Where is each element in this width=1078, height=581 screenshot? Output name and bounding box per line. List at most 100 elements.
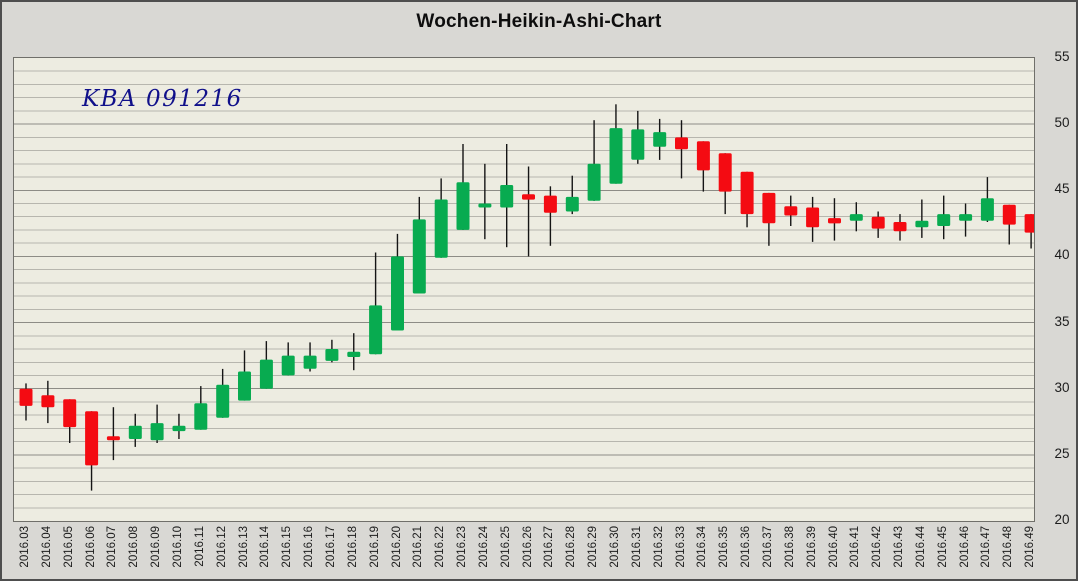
candle-2016.40-down (828, 218, 841, 224)
x-tick-label-2016.14: 2016.14 (259, 526, 272, 568)
candle-2016.31-up (631, 129, 645, 160)
x-tick-label-2016.36: 2016.36 (740, 526, 753, 568)
x-tick-label-2016.25: 2016.25 (499, 526, 512, 568)
y-tick-label-40: 40 (1054, 247, 1070, 262)
candle-2016.41-up (849, 214, 863, 221)
candle-2016.42-down (871, 216, 885, 229)
annotation-label: KBA 091216 (82, 86, 243, 112)
y-tick-label-45: 45 (1054, 181, 1070, 196)
x-tick-label-2016.39: 2016.39 (805, 526, 818, 568)
candle-2016.29-up (587, 163, 601, 201)
x-tick-label-2016.26: 2016.26 (521, 526, 534, 568)
x-tick-label-2016.22: 2016.22 (434, 526, 447, 568)
candle-2016.36-down (740, 171, 754, 215)
x-tick-label-2016.46: 2016.46 (958, 526, 971, 568)
y-tick-label-30: 30 (1054, 380, 1070, 395)
x-tick-label-2016.33: 2016.33 (674, 526, 687, 568)
candle-2016.38-down (784, 206, 798, 216)
x-tick-label-2016.43: 2016.43 (893, 526, 905, 568)
candle-2016.22-up (434, 199, 448, 258)
x-tick-label-2016.35: 2016.35 (718, 526, 731, 568)
x-tick-label-2016.31: 2016.31 (630, 526, 643, 568)
y-tick-label-55: 55 (1054, 49, 1070, 64)
candle-2016.46-up (959, 214, 973, 221)
candle-2016.24-up (478, 203, 492, 208)
candle-2016.04-down (41, 395, 55, 408)
candle-2016.35-down (718, 153, 732, 192)
candle-2016.06-down (85, 411, 99, 466)
candle-2016.26-down (522, 194, 535, 200)
candle-2016.33-down (675, 137, 688, 150)
x-tick-label-2016.09: 2016.09 (150, 526, 163, 568)
x-tick-label-2016.29: 2016.29 (587, 526, 600, 568)
x-tick-label-2016.47: 2016.47 (980, 526, 993, 568)
candle-2016.32-up (653, 132, 667, 147)
candle-2016.20-up (391, 256, 404, 331)
x-tick-label-2016.32: 2016.32 (652, 526, 665, 568)
plot-area: KBA 091216 (13, 57, 1035, 522)
candle-2016.09-up (150, 423, 164, 441)
x-tick-label-2016.49: 2016.49 (1024, 526, 1037, 568)
x-tick-label-2016.44: 2016.44 (914, 526, 927, 568)
x-tick-label-2016.23: 2016.23 (456, 526, 468, 568)
candle-2016.13-up (238, 371, 251, 401)
candle-2016.34-down (696, 141, 710, 171)
candle-2016.28-up (565, 196, 579, 212)
candle-2016.44-up (915, 220, 929, 228)
x-tick-label-2016.21: 2016.21 (412, 526, 425, 568)
x-tick-label-2016.34: 2016.34 (696, 526, 709, 568)
x-tick-label-2016.28: 2016.28 (565, 526, 578, 568)
candle-2016.27-down (543, 195, 557, 213)
x-tick-label-2016.41: 2016.41 (849, 526, 862, 568)
candle-2016.30-up (609, 128, 623, 184)
x-tick-label-2016.19: 2016.19 (368, 526, 381, 568)
y-tick-label-20: 20 (1054, 512, 1070, 527)
y-tick-label-35: 35 (1054, 314, 1070, 329)
x-tick-label-2016.48: 2016.48 (1002, 526, 1015, 568)
candle-2016.37-down (762, 192, 776, 224)
candle-2016.03-down (19, 388, 33, 406)
candle-2016.08-up (128, 425, 142, 439)
y-tick-label-25: 25 (1054, 446, 1070, 461)
chart-title: Wochen-Heikin-Ashi-Chart (416, 11, 662, 32)
x-tick-label-2016.10: 2016.10 (172, 526, 184, 568)
candle-2016.23-up (456, 182, 470, 230)
candle-2016.48-down (1002, 204, 1016, 225)
x-tick-label-2016.16: 2016.16 (303, 526, 316, 568)
candle-2016.21-up (412, 219, 426, 294)
candle-2016.05-down (63, 399, 77, 428)
x-tick-label-2016.45: 2016.45 (936, 526, 949, 568)
candle-2016.11-up (194, 403, 208, 430)
candle-2016.17-up (325, 349, 339, 361)
x-tick-label-2016.42: 2016.42 (871, 526, 884, 568)
x-tick-label-2016.12: 2016.12 (215, 526, 228, 568)
y-tick-label-50: 50 (1054, 115, 1070, 130)
x-tick-label-2016.03: 2016.03 (19, 526, 31, 568)
x-tick-label-2016.38: 2016.38 (783, 526, 796, 568)
candle-2016.16-up (303, 355, 317, 369)
x-tick-label-2016.17: 2016.17 (324, 526, 337, 568)
candle-2016.18-up (347, 351, 361, 357)
x-tick-label-2016.05: 2016.05 (62, 526, 75, 568)
candle-2016.07-down (106, 436, 120, 441)
x-tick-label-2016.20: 2016.20 (390, 526, 403, 568)
x-tick-label-2016.07: 2016.07 (106, 526, 119, 568)
candle-2016.12-up (216, 384, 230, 418)
x-tick-label-2016.06: 2016.06 (84, 526, 97, 568)
x-tick-label-2016.15: 2016.15 (281, 526, 294, 568)
candle-2016.49-down (1024, 214, 1034, 233)
x-tick-label-2016.27: 2016.27 (543, 526, 556, 568)
candle-2016.10-up (172, 425, 186, 432)
x-tick-label-2016.11: 2016.11 (193, 526, 206, 567)
candle-2016.14-up (259, 359, 273, 389)
candle-2016.45-up (937, 214, 951, 226)
x-tick-label-2016.40: 2016.40 (827, 526, 840, 568)
x-tick-label-2016.04: 2016.04 (40, 526, 53, 568)
candle-2016.47-up (980, 198, 994, 221)
candle-2016.43-down (893, 222, 907, 232)
x-tick-label-2016.08: 2016.08 (128, 526, 141, 568)
x-tick-label-2016.37: 2016.37 (761, 526, 774, 568)
x-tick-label-2016.30: 2016.30 (609, 526, 621, 568)
candle-2016.39-down (806, 207, 820, 228)
